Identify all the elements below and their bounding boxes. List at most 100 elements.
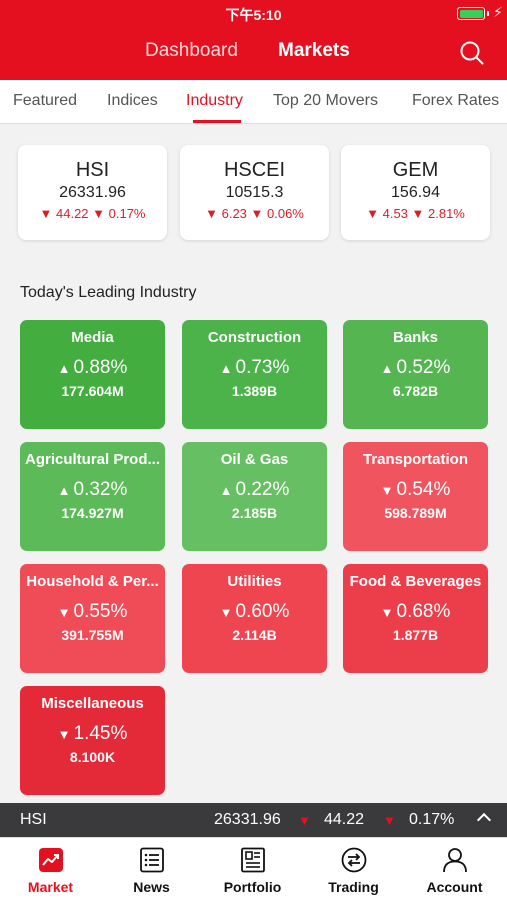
industry-tile-miscellaneous[interactable]: Miscellaneous ▼ 1.45% 8.100K	[20, 686, 165, 795]
subtab-industry[interactable]: Industry	[186, 92, 243, 109]
tile-percent: 1.45%	[73, 723, 128, 744]
industry-tile-household[interactable]: Household & Per... ▼ 0.55% 391.755M	[20, 564, 165, 673]
tile-name: Miscellaneous	[41, 695, 144, 712]
index-ticker-bar[interactable]: HSI 26331.96 ▼ 44.22 ▼ 0.17%	[0, 803, 507, 837]
up-arrow-icon: ▲	[219, 361, 233, 376]
index-name: GEM	[392, 159, 439, 181]
ticker-down-icon: ▼	[383, 813, 396, 828]
section-title: Today's Leading Industry	[20, 284, 197, 301]
status-time: 下午5:10	[225, 7, 282, 23]
tile-name: Construction	[207, 329, 302, 346]
tile-name: Food & Beverages	[349, 573, 482, 590]
subtab-forex-rates[interactable]: Forex Rates	[412, 92, 500, 109]
ticker-down-icon: ▼	[298, 813, 311, 828]
ticker-change: 44.22	[324, 811, 365, 828]
nav-tab-markets[interactable]: Markets	[278, 40, 350, 61]
up-arrow-icon: ▲	[219, 483, 233, 498]
index-value: 10515.3	[225, 184, 284, 201]
active-subtab-indicator	[193, 120, 241, 123]
bottom-nav-news[interactable]: News	[101, 838, 202, 900]
tile-percent: 0.68%	[396, 601, 451, 622]
tile-volume: 8.100K	[69, 749, 116, 765]
subtab-bar: Featured Indices Industry Top 20 Movers …	[0, 80, 507, 124]
industry-tile-utilities[interactable]: Utilities ▼ 0.60% 2.114B	[182, 564, 327, 673]
tile-volume: 1.877B	[392, 627, 439, 643]
subtab-indices[interactable]: Indices	[107, 92, 158, 109]
trading-icon	[341, 847, 367, 873]
tile-volume: 174.927M	[61, 505, 124, 521]
index-card-hsi[interactable]: HSI 26331.96 ▼ 44.22 ▼ 0.17%	[18, 145, 167, 240]
tile-name: Media	[71, 329, 114, 346]
industry-tile-construction[interactable]: Construction ▲ 0.73% 1.389B	[182, 320, 327, 429]
tile-volume: 391.755M	[61, 627, 124, 643]
bottom-nav-market[interactable]: Market	[0, 838, 101, 900]
down-arrow-icon: ▼	[57, 605, 71, 620]
index-change: ▼ 4.53 ▼ 2.81%	[366, 206, 465, 221]
tile-percent: 0.54%	[396, 479, 451, 500]
industry-tile-agricultural[interactable]: Agricultural Prod... ▲ 0.32% 174.927M	[20, 442, 165, 551]
tile-volume: 598.789M	[384, 505, 447, 521]
status-bar: 下午5:10 ⚡	[0, 0, 507, 28]
tile-volume: 6.782B	[392, 383, 439, 399]
bottom-nav-label: Trading	[328, 879, 379, 895]
account-icon	[443, 848, 467, 873]
chevron-up-icon[interactable]	[476, 812, 492, 828]
tile-name: Banks	[392, 329, 439, 346]
tile-name: Oil & Gas	[220, 451, 289, 468]
news-icon	[140, 847, 164, 873]
tile-name: Transportation	[362, 451, 468, 468]
tile-percent: 0.32%	[73, 479, 128, 500]
tile-percent: 0.88%	[73, 357, 128, 378]
tile-name: Utilities	[227, 573, 282, 590]
tile-volume: 177.604M	[61, 383, 124, 399]
index-value: 156.94	[391, 184, 440, 201]
subtab-featured[interactable]: Featured	[13, 92, 78, 109]
ticker-value: 26331.96	[214, 811, 281, 828]
tile-volume: 2.114B	[232, 627, 277, 643]
index-change: ▼ 6.23 ▼ 0.06%	[205, 206, 304, 221]
bottom-nav-portfolio[interactable]: Portfolio	[202, 838, 303, 900]
tile-percent: 0.60%	[235, 601, 290, 622]
index-change: ▼ 44.22 ▼ 0.17%	[39, 206, 146, 221]
down-arrow-icon: ▼	[219, 605, 233, 620]
index-card-hscei[interactable]: HSCEI 10515.3 ▼ 6.23 ▼ 0.06%	[180, 145, 329, 240]
tile-percent: 0.73%	[235, 357, 290, 378]
tile-name: Agricultural Prod...	[24, 451, 160, 468]
industry-tile-media[interactable]: Media ▲ 0.88% 177.604M	[20, 320, 165, 429]
search-icon[interactable]	[459, 40, 485, 66]
ticker-percent: 0.17%	[409, 811, 455, 828]
up-arrow-icon: ▲	[380, 361, 394, 376]
industry-tile-food-beverages[interactable]: Food & Beverages ▼ 0.68% 1.877B	[343, 564, 488, 673]
up-arrow-icon: ▲	[57, 483, 71, 498]
index-name: HSCEI	[223, 159, 286, 181]
bottom-nav: Market News Portfolio Trading	[0, 837, 507, 900]
bottom-nav-account[interactable]: Account	[404, 838, 505, 900]
nav-tab-dashboard[interactable]: Dashboard	[145, 40, 238, 61]
top-nav-bar: Dashboard Markets	[0, 28, 507, 80]
down-arrow-icon: ▼	[57, 727, 71, 742]
down-arrow-icon: ▼	[380, 605, 394, 620]
index-card-gem[interactable]: GEM 156.94 ▼ 4.53 ▼ 2.81%	[341, 145, 490, 240]
tile-volume: 2.185B	[231, 505, 278, 521]
battery-tip	[487, 11, 489, 16]
index-name: HSI	[75, 159, 110, 181]
bottom-nav-label: Market	[27, 879, 74, 895]
bottom-nav-label: Portfolio	[223, 879, 282, 895]
index-value: 26331.96	[59, 184, 126, 201]
tile-volume: 1.389B	[231, 383, 278, 399]
chart-icon	[39, 848, 63, 872]
bottom-nav-trading[interactable]: Trading	[303, 838, 404, 900]
up-arrow-icon: ▲	[57, 361, 71, 376]
industry-tile-transportation[interactable]: Transportation ▼ 0.54% 598.789M	[343, 442, 488, 551]
tile-percent: 0.22%	[235, 479, 290, 500]
tile-name: Household & Per...	[26, 573, 159, 590]
bottom-nav-label: News	[133, 879, 170, 895]
portfolio-icon	[241, 847, 265, 873]
battery-icon	[457, 7, 485, 20]
industry-tile-oil-gas[interactable]: Oil & Gas ▲ 0.22% 2.185B	[182, 442, 327, 551]
industry-tile-banks[interactable]: Banks ▲ 0.52% 6.782B	[343, 320, 488, 429]
tile-percent: 0.52%	[396, 357, 451, 378]
down-arrow-icon: ▼	[380, 483, 394, 498]
bottom-nav-label: Account	[426, 879, 483, 895]
subtab-top-20-movers[interactable]: Top 20 Movers	[273, 92, 378, 109]
